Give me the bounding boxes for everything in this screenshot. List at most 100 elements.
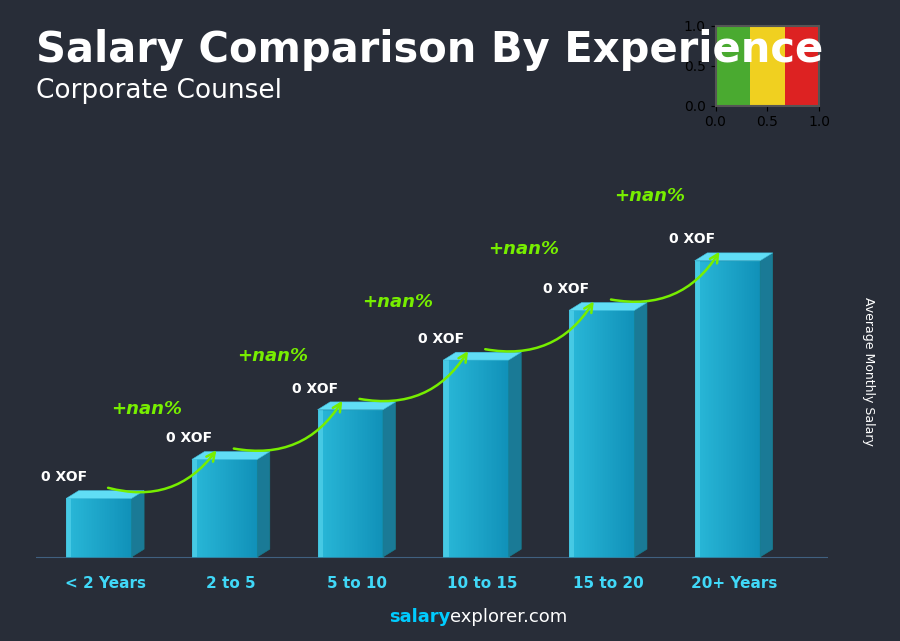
Text: 15 to 20: 15 to 20 [572, 576, 644, 592]
Polygon shape [695, 253, 773, 261]
Bar [249, 460, 251, 557]
Bar [739, 261, 741, 557]
Bar [248, 460, 249, 557]
Bar [68, 499, 69, 557]
Text: salary: salary [389, 608, 450, 626]
Bar [208, 460, 210, 557]
Bar [597, 310, 598, 557]
Bar [318, 410, 320, 557]
Bar [234, 460, 237, 557]
Bar [589, 310, 590, 557]
Bar [615, 310, 616, 557]
Bar [365, 410, 367, 557]
Bar [474, 360, 476, 557]
Bar [350, 410, 352, 557]
Bar [352, 410, 354, 557]
Bar [452, 360, 454, 557]
Bar [120, 499, 122, 557]
Bar [87, 499, 89, 557]
Bar [332, 410, 334, 557]
Bar [320, 410, 321, 557]
Bar [117, 499, 119, 557]
Bar [456, 360, 458, 557]
Bar [340, 410, 342, 557]
Bar [492, 360, 494, 557]
Bar [742, 261, 744, 557]
Bar [109, 499, 111, 557]
Bar [749, 261, 751, 557]
Bar [104, 499, 105, 557]
Bar [613, 310, 615, 557]
Bar [197, 460, 199, 557]
Bar [254, 460, 256, 557]
Bar [93, 499, 94, 557]
Bar [198, 460, 201, 557]
Bar [203, 460, 205, 557]
Bar [95, 499, 97, 557]
Bar [221, 460, 223, 557]
Text: 0 XOF: 0 XOF [166, 431, 212, 445]
Bar [342, 410, 344, 557]
Text: 0 XOF: 0 XOF [40, 470, 86, 484]
Bar [629, 310, 632, 557]
Bar [709, 261, 711, 557]
Bar [101, 499, 103, 557]
Bar [611, 310, 614, 557]
Bar [112, 499, 113, 557]
Bar [602, 310, 604, 557]
Bar [755, 261, 757, 557]
Bar [603, 310, 605, 557]
Bar [228, 460, 230, 557]
Bar [444, 360, 508, 557]
Bar [610, 310, 612, 557]
Bar [215, 460, 217, 557]
Bar [569, 310, 571, 557]
Bar [378, 410, 380, 557]
Bar [76, 499, 78, 557]
Bar [476, 360, 478, 557]
Bar [115, 499, 117, 557]
Bar [356, 410, 359, 557]
Bar [318, 410, 383, 557]
Bar [207, 460, 209, 557]
Bar [719, 261, 721, 557]
Polygon shape [569, 303, 647, 310]
Bar [607, 310, 608, 557]
Bar [330, 410, 333, 557]
Polygon shape [257, 452, 270, 557]
Bar [695, 261, 700, 557]
Bar [697, 261, 698, 557]
Bar [605, 310, 607, 557]
Text: Average Monthly Salary: Average Monthly Salary [862, 297, 875, 446]
Bar [717, 261, 719, 557]
Bar [733, 261, 734, 557]
Bar [711, 261, 713, 557]
Bar [450, 360, 452, 557]
Bar [713, 261, 715, 557]
Bar [600, 310, 602, 557]
Bar [458, 360, 460, 557]
Bar [202, 460, 203, 557]
Bar [703, 261, 705, 557]
Bar [715, 261, 716, 557]
Bar [716, 261, 718, 557]
Bar [598, 310, 600, 557]
Bar [326, 410, 328, 557]
Bar [482, 360, 484, 557]
Bar [444, 360, 448, 557]
Bar [463, 360, 464, 557]
Bar [125, 499, 127, 557]
Bar [757, 261, 759, 557]
Bar [83, 499, 85, 557]
Bar [507, 360, 508, 557]
Bar [194, 460, 195, 557]
Bar [595, 310, 597, 557]
Bar [753, 261, 755, 557]
Bar [488, 360, 490, 557]
Bar [374, 410, 375, 557]
Bar [94, 499, 95, 557]
Bar [569, 310, 574, 557]
Bar [346, 410, 347, 557]
Bar [618, 310, 620, 557]
Bar [699, 261, 701, 557]
